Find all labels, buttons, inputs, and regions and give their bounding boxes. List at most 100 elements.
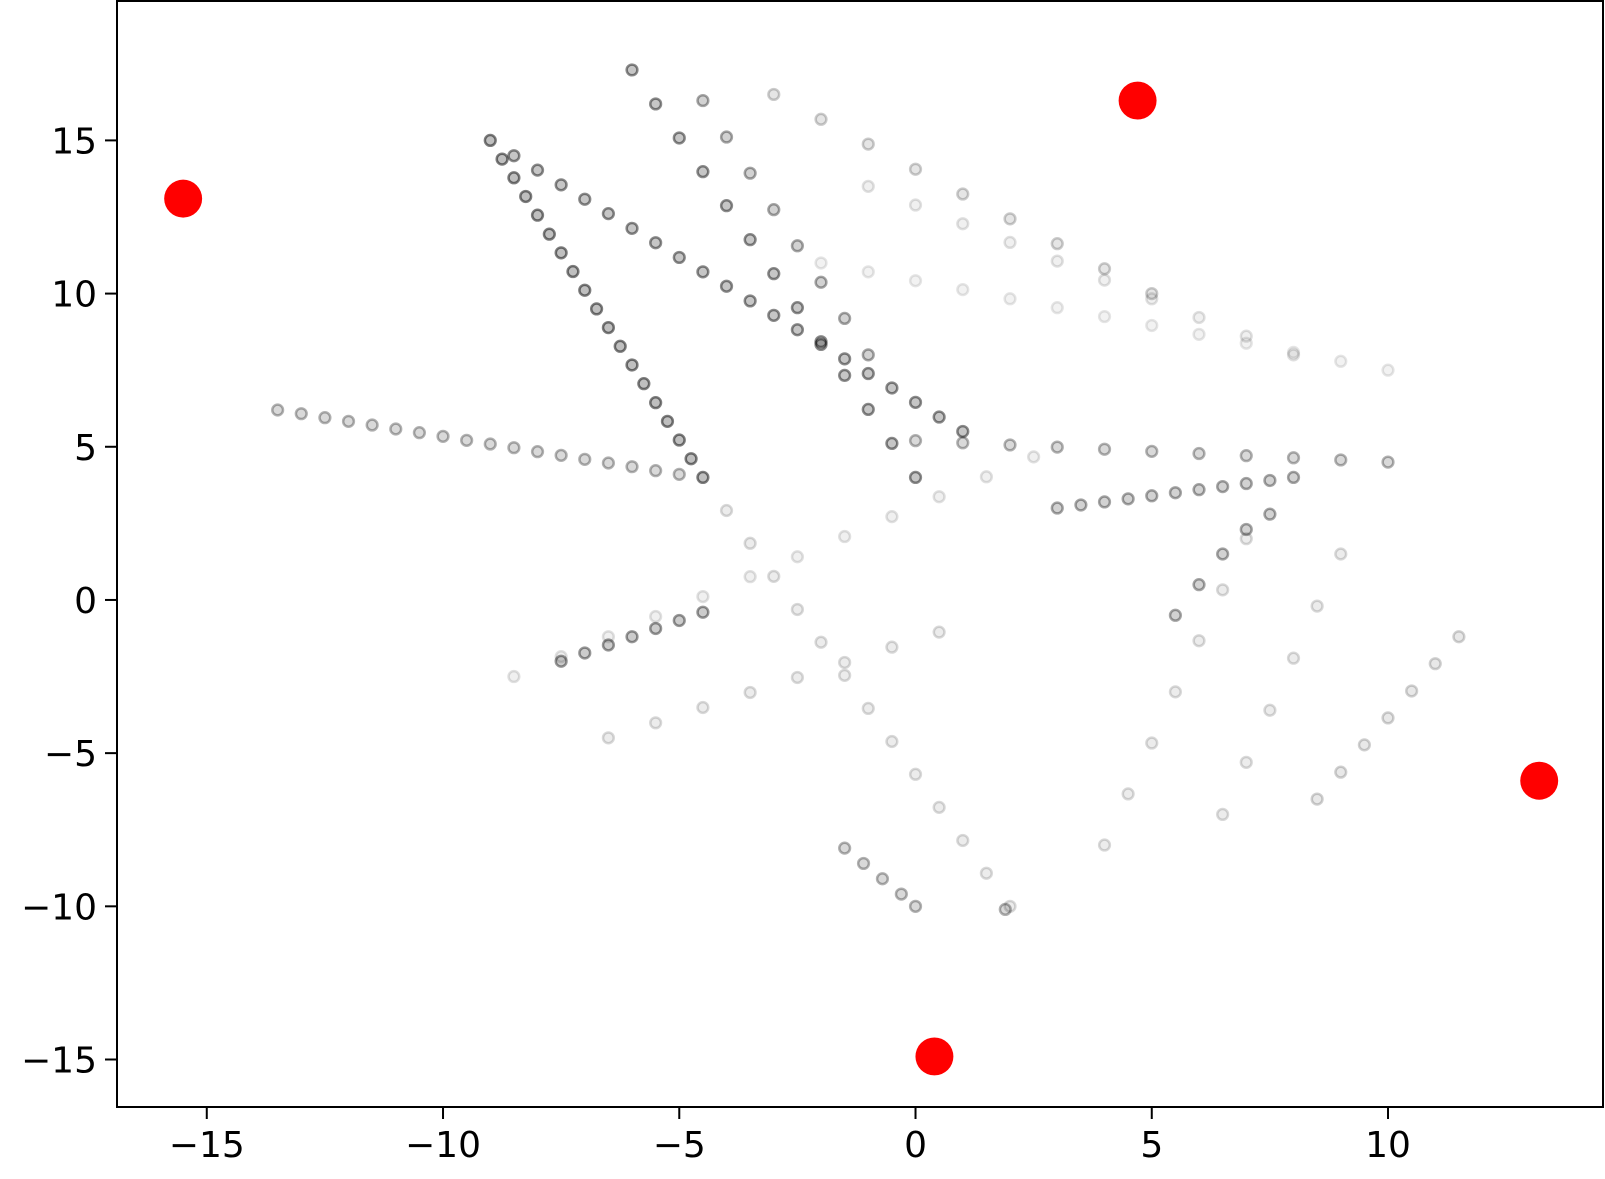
point — [1145, 292, 1159, 306]
point — [790, 602, 805, 617]
x-tick-label: 0 — [904, 1125, 927, 1166]
point — [578, 452, 592, 466]
point — [885, 734, 899, 749]
point — [861, 402, 875, 417]
point — [1520, 761, 1559, 800]
series — [1310, 630, 1466, 806]
series — [998, 902, 1012, 917]
point — [908, 274, 923, 288]
x-tick-label: 5 — [1140, 1125, 1163, 1166]
point — [932, 490, 946, 504]
point — [790, 670, 805, 685]
point — [814, 335, 828, 349]
point — [696, 589, 710, 604]
point — [814, 275, 828, 289]
point — [1428, 657, 1442, 671]
point — [649, 609, 663, 624]
point — [1310, 599, 1324, 613]
point — [318, 411, 332, 425]
point — [838, 841, 852, 855]
point — [1405, 684, 1419, 698]
point — [696, 605, 710, 619]
point — [1003, 438, 1017, 452]
point — [838, 655, 852, 670]
point — [1239, 336, 1253, 350]
point — [164, 179, 203, 218]
point — [1239, 476, 1253, 491]
point — [1239, 449, 1253, 463]
series — [838, 841, 923, 913]
point — [530, 163, 545, 177]
point — [554, 246, 568, 260]
series — [507, 149, 970, 439]
point — [696, 265, 710, 279]
point — [1145, 318, 1159, 333]
point — [341, 414, 356, 428]
point — [861, 179, 875, 193]
point — [530, 445, 545, 459]
point — [1074, 498, 1088, 512]
point — [649, 716, 663, 730]
point — [767, 87, 781, 102]
point — [1286, 651, 1301, 665]
series — [767, 87, 1159, 301]
series — [507, 450, 1041, 684]
series — [625, 63, 923, 485]
point — [1003, 235, 1017, 250]
point — [838, 311, 852, 326]
point — [814, 337, 828, 352]
series — [271, 403, 686, 481]
point — [1334, 453, 1348, 467]
point — [790, 301, 805, 315]
point — [554, 654, 568, 668]
point — [814, 256, 828, 270]
point — [1050, 440, 1064, 454]
point — [894, 887, 908, 901]
point — [672, 250, 686, 265]
x-tick-label: −15 — [169, 1125, 245, 1166]
series — [1097, 532, 1253, 852]
point — [979, 866, 994, 880]
point — [790, 323, 805, 337]
point — [625, 630, 639, 644]
point — [885, 436, 899, 451]
point — [589, 302, 604, 316]
point — [1097, 442, 1112, 456]
point — [1334, 765, 1348, 779]
point — [1097, 495, 1112, 509]
point — [578, 192, 592, 206]
point — [1192, 578, 1206, 592]
point — [1192, 327, 1206, 341]
point — [1050, 301, 1064, 315]
point — [1239, 522, 1253, 537]
point — [1239, 329, 1253, 343]
point — [495, 152, 509, 166]
point — [1097, 838, 1112, 852]
series — [719, 503, 1017, 913]
point — [856, 856, 871, 871]
point — [554, 178, 568, 192]
point — [1381, 455, 1395, 469]
point — [1216, 807, 1230, 822]
point — [601, 731, 616, 745]
point — [1027, 450, 1041, 464]
y-tick-label: −10 — [21, 887, 97, 928]
point — [838, 529, 852, 544]
point — [790, 550, 805, 564]
series — [1050, 470, 1301, 515]
point — [767, 267, 781, 281]
point — [649, 97, 663, 111]
point — [1310, 792, 1324, 806]
point — [1121, 492, 1135, 506]
point — [1192, 483, 1206, 497]
point — [519, 189, 533, 204]
point — [838, 368, 852, 383]
point — [908, 198, 923, 212]
point — [613, 339, 627, 353]
point — [1050, 254, 1064, 268]
point — [1334, 547, 1348, 561]
point — [389, 422, 403, 436]
point — [696, 470, 710, 485]
point — [1168, 486, 1183, 500]
